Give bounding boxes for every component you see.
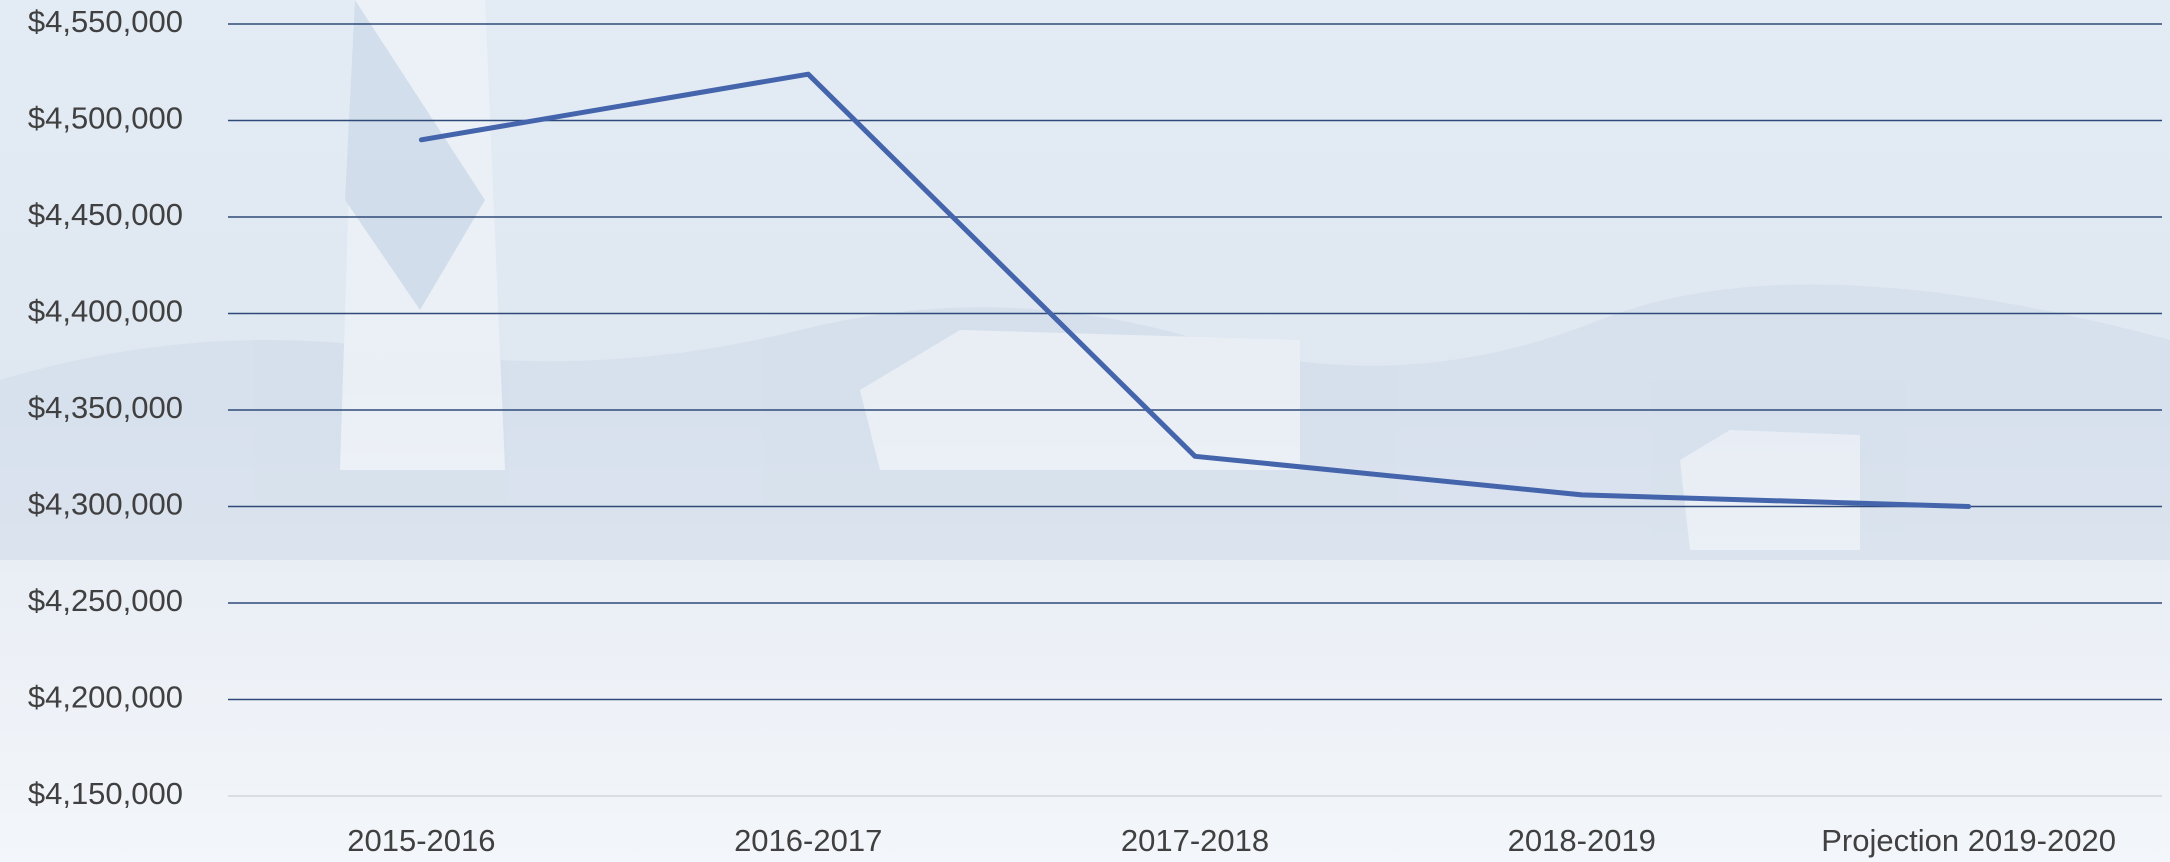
x-tick-label: 2016-2017 (734, 823, 882, 858)
y-tick-label: $4,250,000 (28, 583, 183, 618)
y-tick-label: $4,200,000 (28, 680, 183, 715)
chart: $4,150,000 $4,200,000 $4,250,000 $4,300,000… (0, 0, 2170, 862)
x-tick-label: 2018-2019 (1508, 823, 1656, 858)
y-tick-label: $4,300,000 (28, 487, 183, 522)
y-tick-label: $4,400,000 (28, 294, 183, 329)
x-tick-label: Projection 2019-2020 (1821, 823, 2116, 858)
y-tick-label: $4,500,000 (28, 101, 183, 136)
x-tick-label: 2017-2018 (1121, 823, 1269, 858)
page: {"chart_data": { "type": "line", "catego… (0, 0, 2170, 862)
x-tick-label: 2015-2016 (347, 823, 495, 858)
y-tick-label: $4,550,000 (28, 4, 183, 39)
y-tick-label: $4,150,000 (28, 776, 183, 811)
y-tick-label: $4,450,000 (28, 197, 183, 232)
y-tick-label: $4,350,000 (28, 390, 183, 425)
